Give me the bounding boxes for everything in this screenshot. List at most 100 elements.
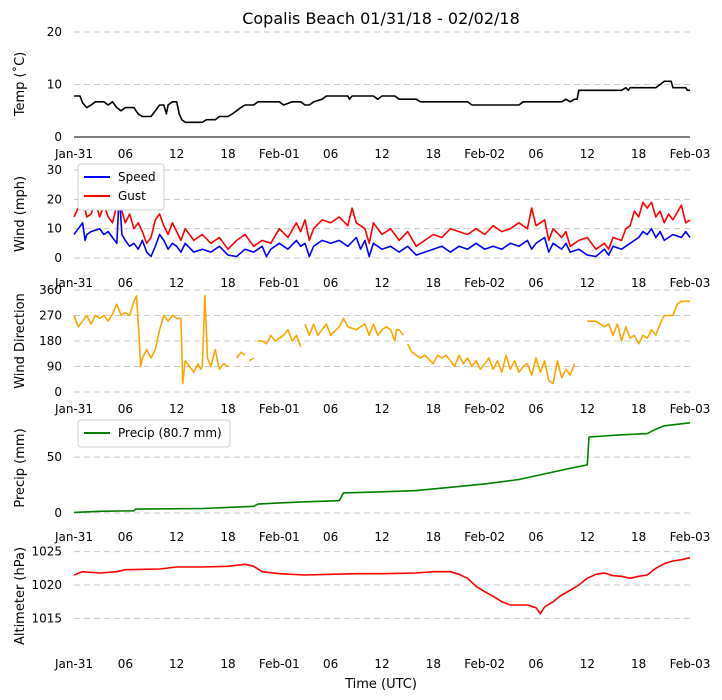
y-axis-label: Temp (˚C) — [12, 52, 28, 118]
y-axis-label: Altimeter (hPa) — [13, 547, 28, 645]
series-direction — [73, 294, 690, 385]
y-tick-label: 1025 — [31, 545, 62, 559]
series-line — [74, 80, 690, 124]
series-line — [73, 294, 229, 385]
x-tick-label: 18 — [220, 276, 235, 290]
x-tick-label: 12 — [374, 276, 389, 290]
x-tick-label: 06 — [323, 147, 338, 161]
x-tick-label: Feb-03 — [670, 530, 711, 544]
x-tick-label: 06 — [528, 530, 543, 544]
x-tick-label: Feb-02 — [464, 657, 505, 671]
x-tick-label: Jan-31 — [54, 147, 93, 161]
x-tick-label: 18 — [426, 530, 441, 544]
x-tick-label: 18 — [220, 657, 235, 671]
x-tick-label: 18 — [631, 276, 646, 290]
x-tick-label: 12 — [374, 657, 389, 671]
series-speed — [73, 192, 691, 258]
y-tick-label: 0 — [54, 130, 62, 144]
x-tick-label: 06 — [323, 657, 338, 671]
y-tick-label: 20 — [47, 192, 62, 206]
y-axis-label: Wind Direction — [13, 293, 28, 389]
x-tick-label: 12 — [169, 657, 184, 671]
series-line — [73, 192, 691, 258]
series-line — [257, 328, 302, 347]
x-tick-label: 06 — [118, 402, 133, 416]
x-tick-label: 06 — [528, 276, 543, 290]
panel-1: 0 10 20 Temp (˚C) Jan-31 06 12 18 Feb-01 06 12 18 Fe… — [12, 25, 710, 161]
x-tick-label: Feb-03 — [670, 276, 711, 290]
series-line — [73, 556, 691, 615]
x-tick-label: 18 — [220, 402, 235, 416]
x-tick-label: Feb-01 — [259, 657, 300, 671]
series-line — [406, 343, 576, 385]
y-axis-label: Precip (mm) — [13, 428, 28, 507]
y-axis-label: Wind (mph) — [13, 176, 28, 252]
x-tick-label: 18 — [426, 147, 441, 161]
x-tick-label: 06 — [118, 147, 133, 161]
series-line — [235, 351, 246, 359]
x-tick-label: 12 — [169, 147, 184, 161]
y-tick-label: 0 — [54, 251, 62, 265]
panel-4: 0 50 Precip (mm) Jan-31 06 12 18 Feb-01 06 12 18 Fe… — [13, 419, 711, 544]
legend-label: Precip (80.7 mm) — [118, 426, 222, 440]
y-tick-label: 30 — [47, 163, 62, 177]
y-tick-label: 50 — [47, 450, 62, 464]
x-tick-label: 12 — [580, 530, 595, 544]
x-tick-label: 18 — [426, 657, 441, 671]
legend-label: Gust — [118, 189, 146, 203]
x-tick-label: 06 — [528, 147, 543, 161]
x-tick-label: 18 — [220, 530, 235, 544]
x-tick-label: 18 — [426, 276, 441, 290]
x-tick-label: Feb-03 — [670, 657, 711, 671]
legend-label: Speed — [118, 170, 156, 184]
y-tick-label: 90 — [47, 360, 62, 374]
legend-box — [77, 419, 231, 448]
x-tick-label: Jan-31 — [54, 530, 93, 544]
x-tick-label: Jan-31 — [54, 657, 93, 671]
x-tick-label: 18 — [220, 147, 235, 161]
series-altimeter — [73, 556, 691, 615]
x-tick-label: Feb-02 — [464, 402, 505, 416]
x-tick-label: Feb-01 — [259, 147, 300, 161]
x-tick-label: 06 — [323, 276, 338, 290]
x-tick-label: 12 — [169, 276, 184, 290]
x-tick-label: 12 — [580, 276, 595, 290]
x-tick-label: Feb-01 — [259, 530, 300, 544]
x-tick-label: Feb-01 — [259, 402, 300, 416]
legend-box — [77, 163, 165, 211]
series-gust — [73, 172, 691, 250]
x-tick-label: Jan-31 — [54, 276, 93, 290]
x-tick-label: 06 — [118, 657, 133, 671]
x-tick-label: 12 — [580, 657, 595, 671]
legend: Speed Gust — [77, 163, 165, 211]
chart-title: Copalis Beach 01/31/18 - 02/02/18 — [242, 9, 520, 28]
x-tick-label: 06 — [528, 402, 543, 416]
x-tick-label: Feb-01 — [259, 276, 300, 290]
x-tick-label: 06 — [528, 657, 543, 671]
y-tick-label: 1020 — [31, 578, 62, 592]
series-line — [73, 172, 691, 250]
y-tick-label: 10 — [47, 78, 62, 92]
y-tick-label: 270 — [39, 309, 62, 323]
x-tick-label: Feb-02 — [464, 147, 505, 161]
x-tick-label: 06 — [323, 402, 338, 416]
panel-3: 0 90 180 270 360 Wind Direction Jan-31 06 12 18 Fe… — [13, 283, 710, 416]
legend: Precip (80.7 mm) — [77, 419, 231, 448]
series-precip-80-7-mm — [73, 422, 691, 514]
series-line — [248, 357, 255, 362]
x-tick-label: 12 — [374, 530, 389, 544]
x-tick-label: 12 — [169, 402, 184, 416]
y-tick-label: 360 — [39, 283, 62, 297]
x-tick-label: Feb-03 — [670, 147, 711, 161]
y-tick-label: 0 — [54, 385, 62, 399]
x-tick-label: 12 — [580, 147, 595, 161]
y-tick-label: 1015 — [31, 611, 62, 625]
x-tick-label: Feb-02 — [464, 276, 505, 290]
y-tick-label: 20 — [47, 25, 62, 39]
series-line — [304, 317, 405, 342]
x-tick-label: 12 — [374, 147, 389, 161]
x-tick-label: 18 — [631, 402, 646, 416]
